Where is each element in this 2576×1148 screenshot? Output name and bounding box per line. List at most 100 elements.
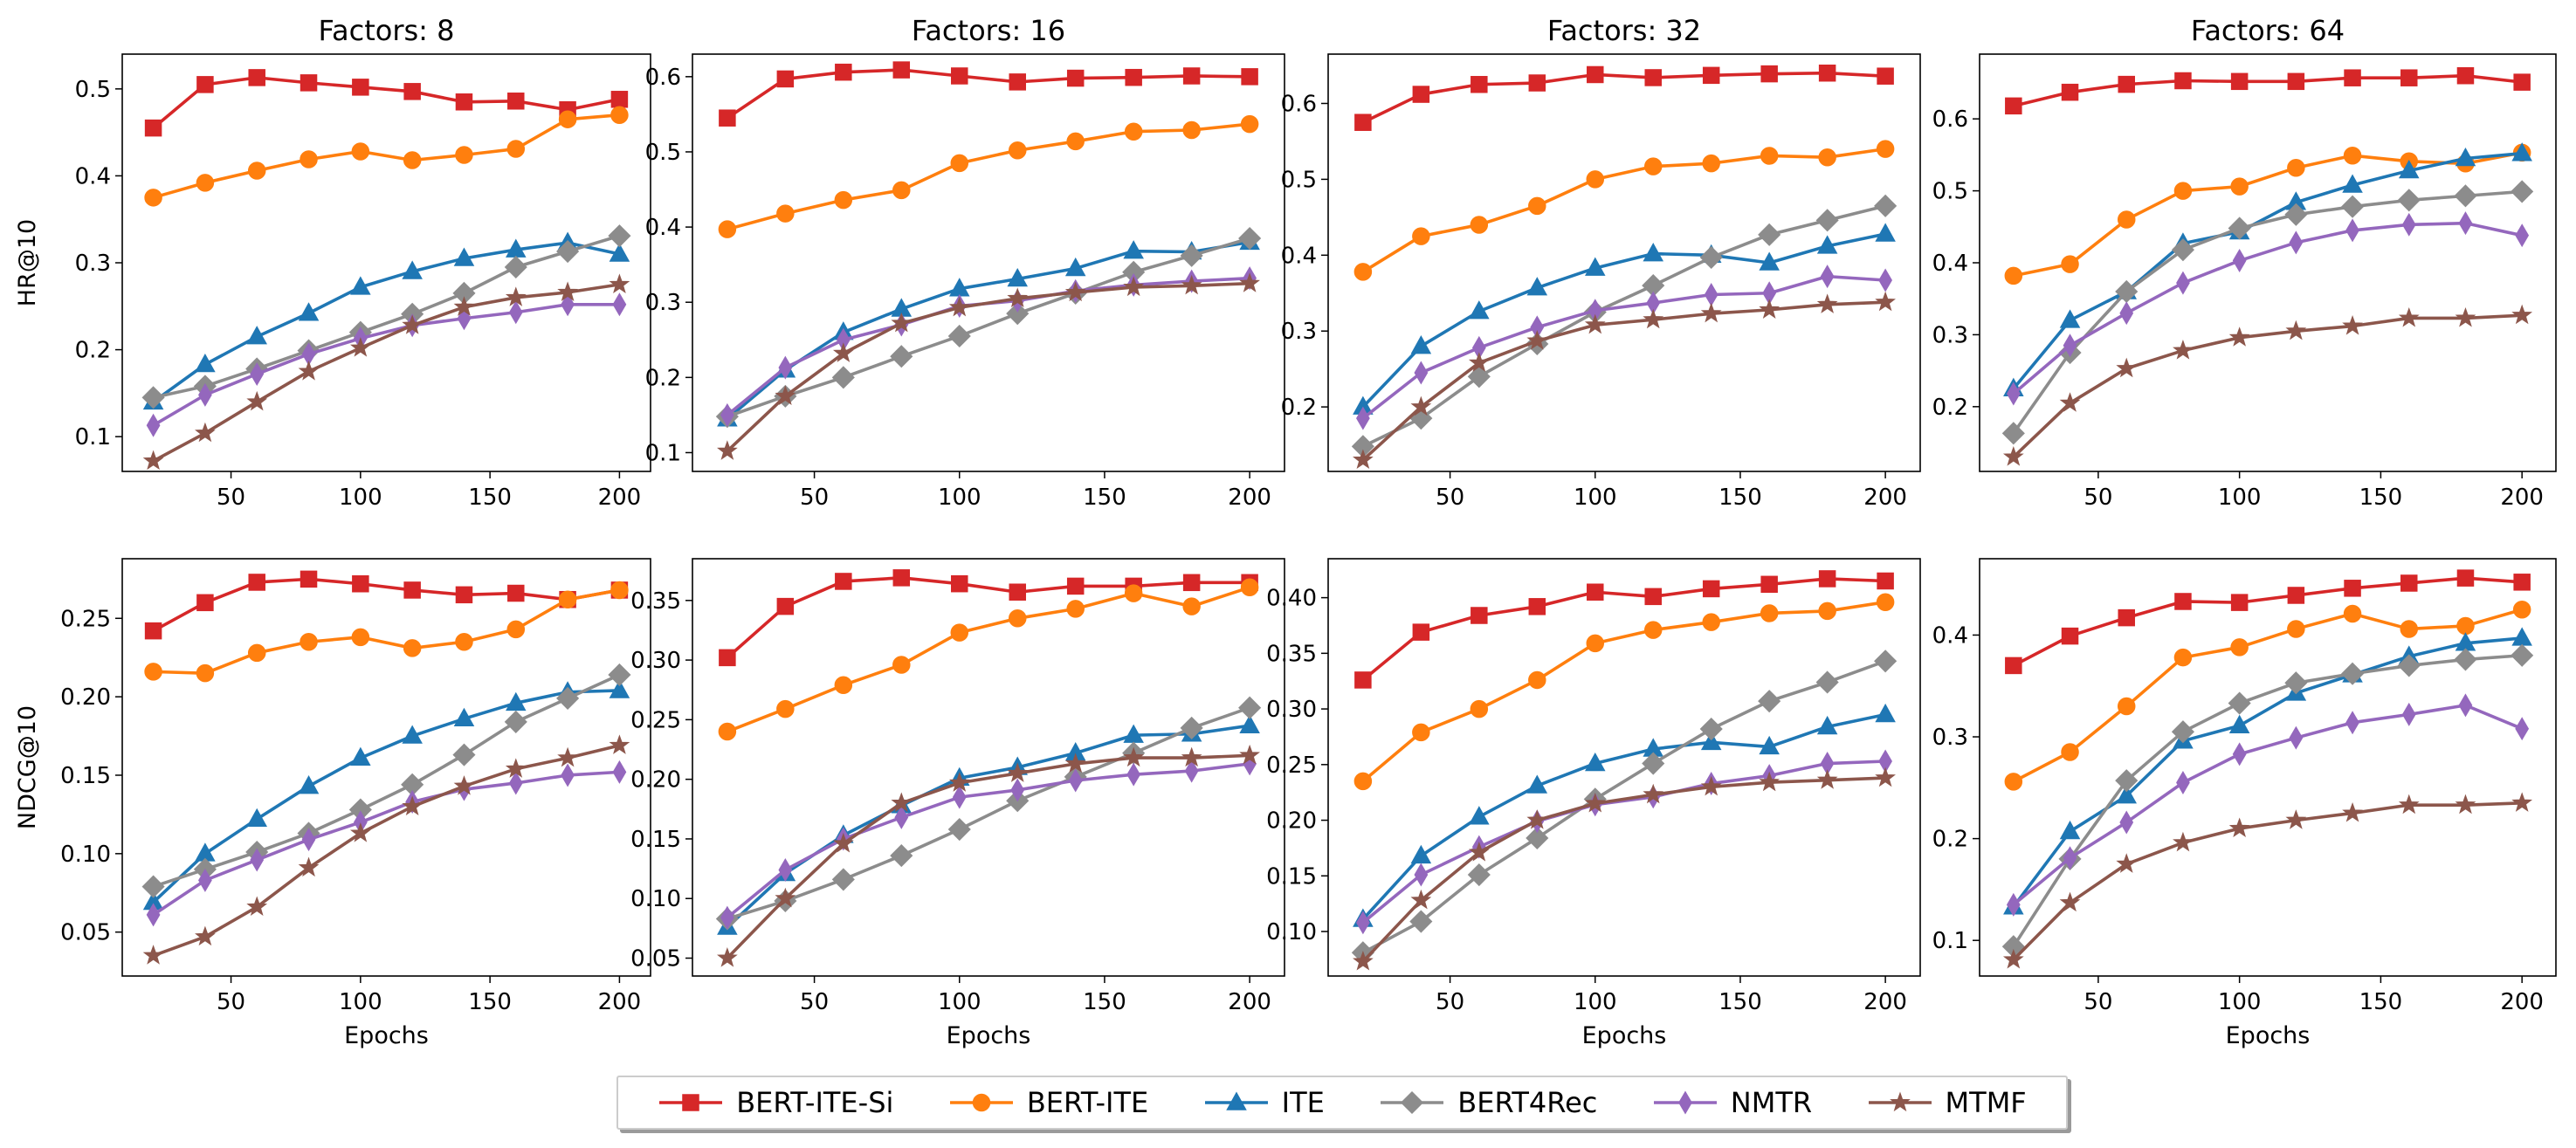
data-point xyxy=(2061,83,2079,101)
data-point xyxy=(1182,574,1201,592)
data-point xyxy=(2118,75,2135,93)
legend-label: ITE xyxy=(1281,1086,1325,1119)
data-point xyxy=(2400,574,2418,592)
data-point xyxy=(2228,691,2251,715)
data-point xyxy=(455,632,473,651)
series-line xyxy=(153,113,620,200)
data-point xyxy=(1239,272,1260,292)
x-tick-label: 200 xyxy=(1863,485,1907,511)
data-point xyxy=(1181,274,1202,295)
data-point xyxy=(2006,382,2021,406)
legend-item-mtmf: MTMF xyxy=(1867,1086,2027,1119)
series-line xyxy=(1361,274,1886,420)
series-mtmf xyxy=(717,744,1260,967)
y-tick-label: 0.20 xyxy=(60,684,111,711)
data-point xyxy=(1699,245,1723,269)
data-point xyxy=(1469,806,1490,825)
data-point xyxy=(402,314,424,334)
panel-3: 50 100 150 200 0.2 0.3 0.4 0.5 0.6 Factors: 32 xyxy=(1281,14,1921,511)
data-point xyxy=(612,292,627,317)
y-tick-label: 0.10 xyxy=(630,886,681,912)
data-point xyxy=(453,296,475,316)
data-point xyxy=(2513,574,2531,591)
y-tick-label: 0.5 xyxy=(1932,179,1968,205)
data-point xyxy=(298,361,320,381)
data-point xyxy=(950,154,969,173)
data-point xyxy=(1180,244,1203,267)
data-point xyxy=(1584,257,1606,276)
data-point xyxy=(1584,313,1606,334)
data-point xyxy=(2004,266,2023,285)
data-point xyxy=(1066,132,1085,151)
data-point xyxy=(2232,742,2247,766)
data-point xyxy=(1874,650,1898,673)
data-point xyxy=(1875,291,1896,312)
series-mtmf xyxy=(717,272,1260,460)
data-point xyxy=(557,281,578,301)
data-point xyxy=(2344,580,2361,597)
legend-swatch xyxy=(949,1093,1013,1112)
data-point xyxy=(1239,744,1260,765)
data-point xyxy=(717,947,738,967)
data-point xyxy=(948,296,970,317)
data-point xyxy=(2230,72,2249,91)
data-point xyxy=(455,586,473,604)
data-point xyxy=(1586,170,1605,189)
data-point xyxy=(507,584,525,602)
data-point xyxy=(1412,623,1430,641)
series-line xyxy=(152,302,620,427)
data-point xyxy=(1353,950,1374,971)
data-point xyxy=(1702,66,1720,85)
data-point xyxy=(892,181,911,200)
data-point xyxy=(778,355,793,380)
data-point xyxy=(2456,616,2475,636)
y-tick-label: 0.4 xyxy=(75,163,111,189)
legend-marker xyxy=(1225,1091,1247,1110)
data-point xyxy=(2511,304,2533,325)
series-line xyxy=(2012,608,2523,783)
data-point xyxy=(2228,327,2250,347)
data-point xyxy=(1409,910,1433,933)
data-point xyxy=(557,746,578,767)
panel-5: 50 100 150 200 0.05 0.10 0.15 0.20 0.25 NDCG@10 Ep… xyxy=(14,558,651,1049)
data-point xyxy=(1876,140,1895,158)
data-point xyxy=(298,302,320,321)
data-point xyxy=(352,575,369,593)
series-line xyxy=(727,706,1250,921)
data-point xyxy=(1241,68,1258,86)
legend-label: BERT4Rec xyxy=(1457,1086,1598,1119)
data-point xyxy=(1066,69,1085,87)
data-point xyxy=(2285,809,2307,829)
data-point xyxy=(1182,120,1201,140)
series-line xyxy=(1361,600,1886,783)
series-nmtr xyxy=(146,760,627,927)
data-point xyxy=(1125,68,1142,86)
data-point xyxy=(2230,594,2249,611)
data-point xyxy=(2513,73,2531,91)
series-nmtr xyxy=(720,752,1257,930)
x-tick-label: 200 xyxy=(598,485,642,511)
y-tick-label: 0.1 xyxy=(645,440,681,466)
data-point xyxy=(403,639,422,657)
data-point xyxy=(1528,74,1546,92)
data-point xyxy=(403,151,422,169)
data-point xyxy=(2344,69,2361,86)
data-point xyxy=(608,224,631,248)
x-axis-label: Epochs xyxy=(2226,1022,2311,1049)
data-point xyxy=(1643,783,1664,804)
series-ite xyxy=(142,679,630,911)
data-point xyxy=(1412,86,1430,103)
x-tick-label: 150 xyxy=(1718,485,1762,511)
x-tick-label: 50 xyxy=(2084,989,2112,1015)
data-point xyxy=(1760,575,1778,594)
data-point xyxy=(1123,746,1145,767)
x-tick-label: 200 xyxy=(2500,989,2544,1015)
data-point xyxy=(1353,449,1374,470)
data-point xyxy=(558,590,577,608)
data-point xyxy=(250,848,265,872)
series-line xyxy=(2012,653,2523,948)
data-point xyxy=(558,110,577,128)
data-point xyxy=(2340,662,2365,685)
data-point xyxy=(892,569,911,587)
